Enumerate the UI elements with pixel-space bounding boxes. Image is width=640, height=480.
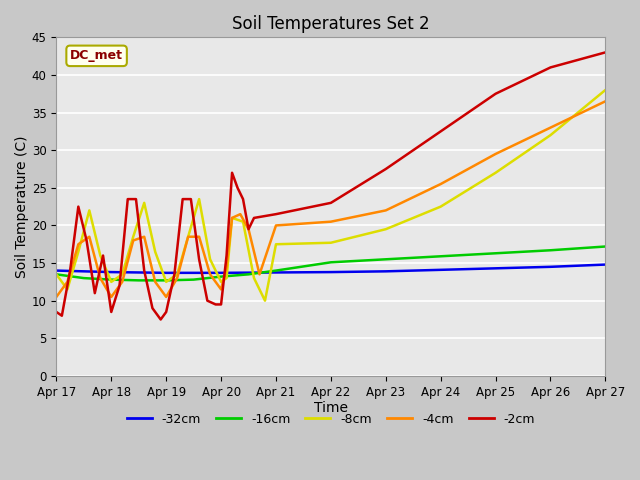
Y-axis label: Soil Temperature (C): Soil Temperature (C) [15, 135, 29, 278]
X-axis label: Time: Time [314, 401, 348, 415]
Text: DC_met: DC_met [70, 49, 123, 62]
Legend: -32cm, -16cm, -8cm, -4cm, -2cm: -32cm, -16cm, -8cm, -4cm, -2cm [122, 408, 540, 431]
Title: Soil Temperatures Set 2: Soil Temperatures Set 2 [232, 15, 429, 33]
